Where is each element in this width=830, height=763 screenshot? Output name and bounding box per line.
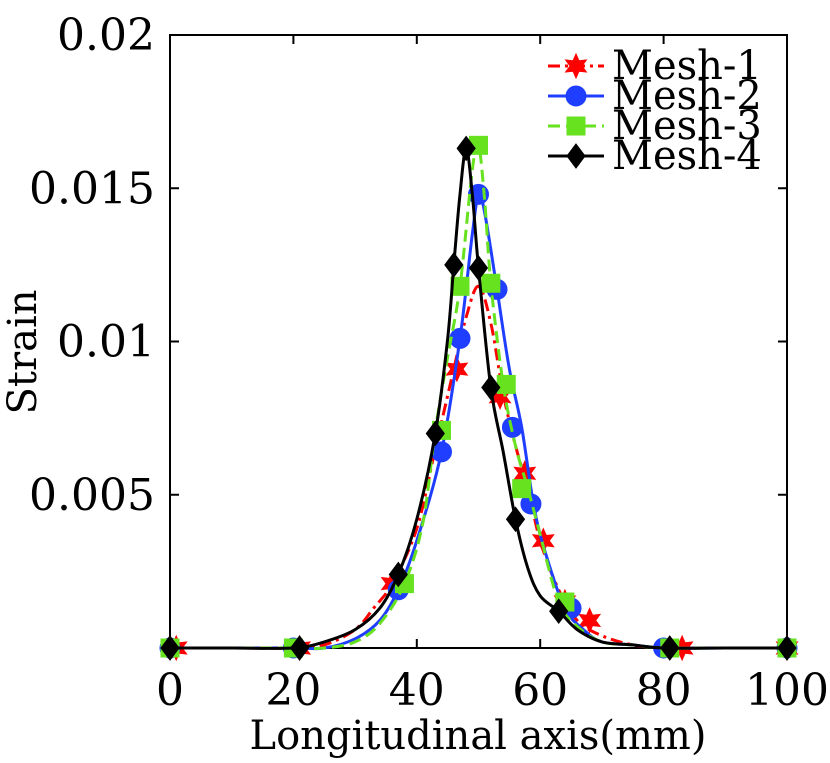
data-point-mesh-4 <box>660 635 680 661</box>
data-point-mesh-3 <box>481 273 501 293</box>
data-point-mesh-4 <box>777 635 797 661</box>
legend-label-mesh-2: Mesh-2 <box>612 73 762 119</box>
data-point-mesh-4 <box>549 598 569 625</box>
data-point-mesh-4 <box>388 561 408 588</box>
data-point-mesh-4 <box>505 506 526 533</box>
data-point-mesh-4 <box>456 135 476 162</box>
axis-ticks: 0 20 40 60 80 100 0.005 0.01 0.015 0.02 <box>29 10 829 716</box>
legend-label-mesh-1: Mesh-1 <box>612 43 762 89</box>
series-line-mesh-4 <box>170 146 787 650</box>
series-line-mesh-3 <box>170 142 787 650</box>
legend-item-mesh-3: Mesh-3 <box>548 103 762 149</box>
data-point-mesh-3 <box>496 374 516 394</box>
y-axis-label: Strain <box>0 290 46 415</box>
data-point-mesh-4 <box>468 255 489 281</box>
data-point-mesh-4 <box>425 420 445 447</box>
x-tick-label: 80 <box>636 665 692 716</box>
legend-item-mesh-1: Mesh-1 <box>548 43 762 89</box>
data-point-mesh-3 <box>512 479 532 499</box>
data-point-mesh-2 <box>449 327 471 349</box>
legend-item-mesh-4: Mesh-4 <box>548 133 762 179</box>
series-mesh-3 <box>160 135 797 658</box>
legend-label-mesh-4: Mesh-4 <box>612 133 762 179</box>
x-axis-label: Longitudinal axis(mm) <box>250 713 707 759</box>
data-point-mesh-4 <box>289 635 310 661</box>
y-tick-label: 0.01 <box>57 317 155 368</box>
y-tick-label: 0.005 <box>29 470 155 521</box>
x-tick-label: 0 <box>156 665 184 716</box>
x-tick-label: 100 <box>745 665 829 716</box>
x-tick-label: 20 <box>265 665 321 716</box>
y-tick-label: 0.015 <box>29 163 155 214</box>
data-point-mesh-4 <box>160 635 180 661</box>
legend-item-mesh-2: Mesh-2 <box>548 73 762 119</box>
legend-marker-mesh-3 <box>566 116 586 136</box>
legend-marker-mesh-4 <box>566 143 586 169</box>
series-mesh-4 <box>160 135 797 661</box>
legend-marker-mesh-2 <box>565 85 587 107</box>
x-tick-label: 40 <box>389 665 445 716</box>
x-tick-label: 60 <box>512 665 568 716</box>
data-point-mesh-4 <box>444 252 464 278</box>
y-tick-label: 0.02 <box>57 10 155 61</box>
series-line-mesh-1 <box>170 284 787 650</box>
legend-marker-mesh-1 <box>564 52 588 80</box>
legend-label-mesh-3: Mesh-3 <box>612 103 762 149</box>
series-layer <box>159 135 799 662</box>
series-mesh-1 <box>164 284 799 662</box>
data-point-mesh-4 <box>481 374 501 401</box>
